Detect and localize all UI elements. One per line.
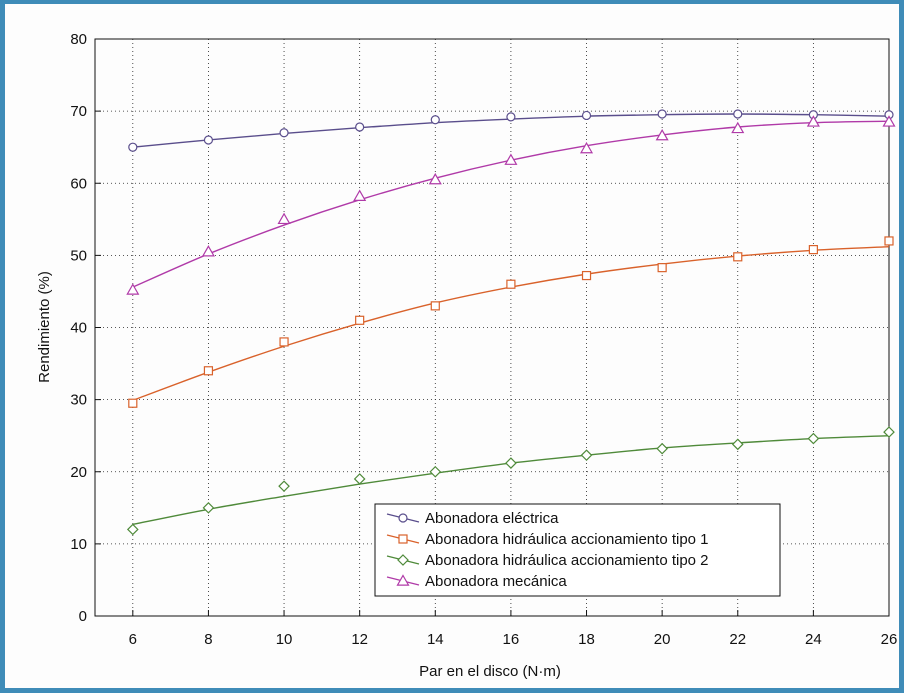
data-point xyxy=(807,432,820,445)
data-point xyxy=(806,115,820,127)
y-tick-label: 60 xyxy=(70,175,87,192)
legend-item: Abonadora hidráulica accionamiento tipo … xyxy=(386,552,709,569)
data-point xyxy=(201,245,215,257)
data-point xyxy=(126,283,140,295)
y-tick-label: 10 xyxy=(70,536,87,553)
y-tick-label: 0 xyxy=(79,608,87,625)
data-point xyxy=(430,301,440,311)
y-tick-label: 70 xyxy=(70,103,87,120)
x-tick-label: 24 xyxy=(805,631,822,648)
legend-marker xyxy=(396,574,410,586)
data-point xyxy=(128,142,138,152)
y-tick-label: 30 xyxy=(70,392,87,409)
data-point xyxy=(581,270,592,281)
data-point xyxy=(202,501,215,514)
data-point xyxy=(733,252,743,262)
data-point xyxy=(731,121,745,134)
legend-box xyxy=(374,503,781,597)
series-2 xyxy=(128,236,894,408)
data-point xyxy=(655,128,669,141)
data-point xyxy=(808,245,818,255)
data-point xyxy=(504,153,518,165)
series-3 xyxy=(126,426,895,536)
axis-ticks: 0 10 20 30 40 50 60 70 80 6 8 10 12 14 16 18 20 22 24 26 xyxy=(70,31,897,648)
data-point xyxy=(657,263,667,273)
data-point xyxy=(430,115,440,125)
x-tick-label: 26 xyxy=(881,631,898,648)
data-point xyxy=(428,172,442,185)
data-point xyxy=(278,480,290,493)
data-point xyxy=(203,366,214,376)
series-4 xyxy=(126,115,896,295)
series-line xyxy=(132,120,890,288)
data-point xyxy=(883,426,895,438)
x-axis-label: Par en el disco (N·m) xyxy=(419,663,561,680)
series-1 xyxy=(128,109,894,152)
data-point xyxy=(656,442,668,455)
data-point xyxy=(506,112,516,122)
data-point xyxy=(355,315,365,325)
legend-item: Abonadora eléctrica xyxy=(386,510,559,527)
x-tick-label: 22 xyxy=(729,631,746,648)
series-group xyxy=(126,109,896,536)
data-point xyxy=(277,212,291,225)
legend: Abonadora eléctrica Abonadora hidráulica … xyxy=(374,503,781,597)
x-tick-label: 16 xyxy=(503,631,520,648)
data-point xyxy=(353,473,366,485)
x-tick-label: 12 xyxy=(351,631,368,648)
data-point xyxy=(657,109,667,119)
data-point xyxy=(279,128,289,138)
legend-label: Abonadora hidráulica accionamiento tipo … xyxy=(425,531,709,548)
y-axis-label: Rendimiento (%) xyxy=(36,271,53,383)
data-point xyxy=(355,122,365,132)
data-point xyxy=(579,141,594,154)
legend-label: Abonadora hidráulica accionamiento tipo … xyxy=(425,552,709,569)
data-point xyxy=(203,135,214,145)
x-tick-label: 14 xyxy=(427,631,444,648)
data-point xyxy=(731,438,744,451)
x-tick-label: 18 xyxy=(578,631,595,648)
legend-marker xyxy=(398,513,408,523)
legend-label: Abonadora mecánica xyxy=(425,573,567,590)
legend-marker xyxy=(397,554,409,566)
data-point xyxy=(128,398,138,408)
data-point xyxy=(882,115,896,127)
line-chart: 0 10 20 30 40 50 60 70 80 6 8 10 12 14 16 18 20 22 24 26 Re… xyxy=(36,31,897,680)
y-tick-label: 20 xyxy=(70,464,87,481)
data-point xyxy=(506,279,516,289)
x-tick-label: 6 xyxy=(129,631,137,648)
legend-item: Abonadora mecánica xyxy=(386,573,567,590)
data-point xyxy=(279,337,289,347)
y-tick-label: 50 xyxy=(70,247,87,264)
x-tick-label: 20 xyxy=(654,631,671,648)
data-point xyxy=(733,109,743,119)
x-tick-label: 10 xyxy=(276,631,293,648)
data-point xyxy=(353,189,367,201)
y-tick-label: 40 xyxy=(70,320,87,337)
y-tick-label: 80 xyxy=(70,31,87,48)
data-point xyxy=(884,236,894,246)
data-point xyxy=(126,523,139,536)
legend-marker xyxy=(398,534,408,544)
data-point xyxy=(580,449,593,462)
data-point xyxy=(581,110,592,121)
legend-label: Abonadora eléctrica xyxy=(425,510,559,527)
legend-item: Abonadora hidráulica accionamiento tipo … xyxy=(386,531,709,548)
x-tick-label: 8 xyxy=(204,631,212,648)
data-point xyxy=(505,457,517,469)
data-point xyxy=(429,465,442,478)
